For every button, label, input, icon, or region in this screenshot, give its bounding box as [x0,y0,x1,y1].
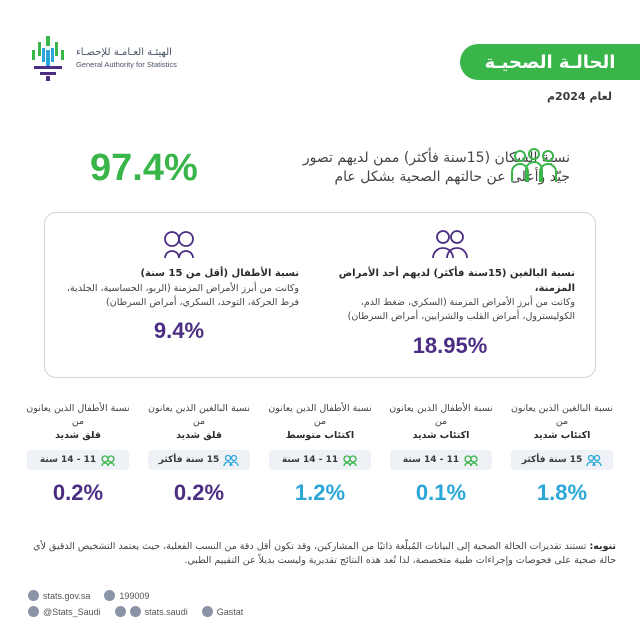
children-value: 9.4% [153,318,205,343]
adults-small-icon [223,454,239,466]
stat-label: نسبة البالغين الذين يعانون من [510,403,614,428]
adults-column: نسبة البالغين (15سنة فأكثر) لديهم أحد ال… [325,227,575,372]
mental-health-stats: نسبة البالغين الذين يعانون من اكتئاب شدي… [24,402,616,522]
stat-children-severe-depression: نسبة الأطفال الذين يعانون من اكتئاب شديد… [387,402,495,522]
phone-link[interactable]: 199009 [104,590,149,601]
social-link[interactable]: stats.saudi [114,606,188,617]
phone-text: 199009 [119,590,150,601]
instagram-icon [114,606,126,617]
stat-children-severe-anxiety: نسبة الأطفال الذين يعانون من قلق شديد 11… [24,402,132,522]
note-text: تستند تقديرات الحالة الصحية إلى البيانات… [33,541,616,567]
stat-adults-severe-anxiety: نسبة البالغين الذين يعانون من قلق شديد 1… [145,402,253,522]
stat-label: نسبة البالغين الذين يعانون من [147,403,251,428]
age-pill-label: 15 سنة فأكثر [158,455,220,465]
org-name-arabic: الهيئـة العـامـة للإحصـاء [76,47,172,58]
children-small-icon [101,455,115,466]
gastat-logo-icon [32,36,64,81]
website-link[interactable]: stats.gov.sa [28,590,90,601]
org-name-english: General Authority for Statistics [76,60,177,69]
website-text: stats.gov.sa [43,590,91,601]
children-icon [164,231,194,259]
age-pill-label: 15 سنة فأكثر [521,455,583,465]
disclaimer-note: تنويه: تستند تقديرات الحالة الصحية إلى ا… [24,540,616,569]
people-group-icon [511,148,557,182]
stat-condition: قلق شديد [55,429,101,441]
stat-condition: اكتئاب شديد [412,429,470,441]
stat-value: 0.1% [415,480,467,505]
social-text: stats.saudi [144,606,188,617]
x-twitter-icon [28,606,39,617]
linkedin-icon [201,606,213,617]
note-title: تنويه: [589,541,616,552]
age-pill: 11 - 14 سنة [269,450,371,470]
twitter-text: @Stats_Saudi [43,606,101,617]
footer-contacts: stats.gov.sa 199009 @Stats_Saudi stats.s… [28,590,288,622]
stat-condition: اكتئاب متوسط [285,429,355,441]
stat-value: 1.2% [294,480,346,505]
age-pill-label: 11 - 14 سنة [402,455,460,465]
stat-value: 0.2% [173,480,225,505]
children-column: نسبة الأطفال (أقل من 15 سنة) وكانت من أب… [59,227,299,372]
age-pill: 15 سنة فأكثر [148,450,250,470]
age-pill: 11 - 14 سنة [390,450,492,470]
twitter-link[interactable]: @Stats_Saudi [28,606,101,617]
age-pill-label: 11 - 14 سنة [39,455,97,465]
stat-label: نسبة الأطفال الذين يعانون من [389,403,493,428]
children-body: وكانت من أبرز الأمراض المزمنة (الربو، ال… [66,282,299,308]
adults-body: وكانت من أبرز الأمراض المزمنة (السكري، ض… [347,297,575,323]
children-small-icon [464,455,478,466]
stat-label: نسبة الأطفال الذين يعانون من [26,403,130,428]
age-pill: 11 - 14 سنة [27,450,129,470]
top-stat-value: 97.4% [90,146,198,189]
stat-adults-severe-depression: نسبة البالغين الذين يعانون من اكتئاب شدي… [508,402,616,522]
top-stat: 97.4% نسبة السكان (15سنة فأكثر) ممن لديه… [90,140,570,196]
stat-value: 1.8% [536,480,588,505]
linkedin-link[interactable]: Gastat [201,606,244,617]
children-heading: نسبة الأطفال (أقل من 15 سنة) [140,268,299,279]
adults-small-icon [586,454,602,466]
stat-condition: اكتئاب شديد [533,429,591,441]
adults-heading: نسبة البالغين (15سنة فأكثر) لديهم أحد ال… [338,268,575,294]
gastat-logo: الهيئـة العـامـة للإحصـاء General Author… [28,32,188,84]
children-small-icon [343,455,357,466]
year-label: لعام 2024م [546,90,612,103]
stat-condition: قلق شديد [176,429,222,441]
adults-icon [432,230,468,259]
stat-label: نسبة الأطفال الذين يعانون من [268,403,372,428]
adults-value: 18.95% [412,332,488,358]
age-pill: 15 سنة فأكثر [511,450,613,470]
phone-icon [104,590,116,601]
chronic-disease-card: نسبة البالغين (15سنة فأكثر) لديهم أحد ال… [44,212,596,378]
page-title: الحالـة الصحيـة [460,44,640,80]
age-pill-label: 11 - 14 سنة [281,455,339,465]
facebook-icon [129,606,141,617]
stat-children-moderate-depression: نسبة الأطفال الذين يعانون من اكتئاب متوس… [266,402,374,522]
stat-value: 0.2% [52,480,104,505]
linkedin-text: Gastat [216,606,244,617]
globe-icon [28,590,39,601]
